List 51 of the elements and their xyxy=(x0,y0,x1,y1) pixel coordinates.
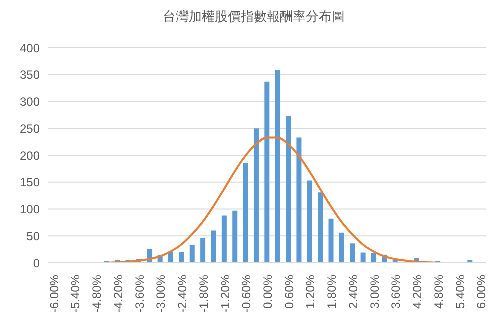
x-tick-label: -2.40% xyxy=(176,274,190,314)
bar xyxy=(275,70,280,263)
bar xyxy=(286,116,292,263)
x-tick-label: 3.00% xyxy=(368,274,382,310)
bar xyxy=(190,245,195,263)
x-tick-label: 3.60% xyxy=(389,274,404,310)
x-tick-label: -0.60% xyxy=(240,274,254,314)
chart-title: 台灣加權股價指數報酬率分布圖 xyxy=(162,8,346,26)
x-tick-label: 1.20% xyxy=(304,274,318,310)
bar xyxy=(264,82,270,263)
bar xyxy=(318,192,324,263)
y-tick-label: 250 xyxy=(20,122,40,136)
bar xyxy=(243,163,248,263)
x-tick-label: 2.40% xyxy=(346,274,360,310)
bar xyxy=(339,232,344,263)
x-tick-label: -4.80% xyxy=(90,274,104,314)
bar xyxy=(350,244,356,263)
bar xyxy=(360,252,366,263)
x-tick-label: 5.40% xyxy=(453,274,468,310)
y-tick-label: 200 xyxy=(20,148,40,163)
x-tick-label: 0.60% xyxy=(282,274,296,310)
bar xyxy=(179,252,184,263)
bar xyxy=(371,253,376,263)
x-tick-label: 6.00% xyxy=(474,274,489,310)
y-tick-label: 350 xyxy=(20,68,40,82)
x-tick-label: 0.00% xyxy=(261,274,275,310)
bar xyxy=(232,210,238,263)
bar xyxy=(211,230,216,263)
y-tick-label: 300 xyxy=(20,95,40,110)
x-tick-label: -4.20% xyxy=(111,274,126,314)
bar xyxy=(254,128,259,263)
x-tick-label: 4.80% xyxy=(432,274,446,310)
x-tick-label: 4.20% xyxy=(410,274,425,310)
y-tick-label: 100 xyxy=(20,202,40,217)
bar xyxy=(222,216,227,263)
x-tick-label: -6.00% xyxy=(47,274,62,314)
y-tick-label: 150 xyxy=(20,176,40,190)
x-tick-label: -1.20% xyxy=(218,274,232,314)
bar xyxy=(328,218,334,263)
line-series xyxy=(52,136,482,263)
x-tick-label: -3.60% xyxy=(132,274,147,314)
x-tick-label: -5.40% xyxy=(68,274,83,314)
x-tick-label: -3.00% xyxy=(154,274,168,314)
x-tick-label: 1.80% xyxy=(325,274,340,310)
y-tick-label: 400 xyxy=(20,41,40,56)
bar xyxy=(296,138,302,263)
y-tick-label: 0 xyxy=(33,256,40,270)
x-tick-label: -1.80% xyxy=(196,274,211,314)
bar xyxy=(307,180,312,263)
y-tick-label: 50 xyxy=(26,229,40,244)
bar xyxy=(200,238,206,263)
